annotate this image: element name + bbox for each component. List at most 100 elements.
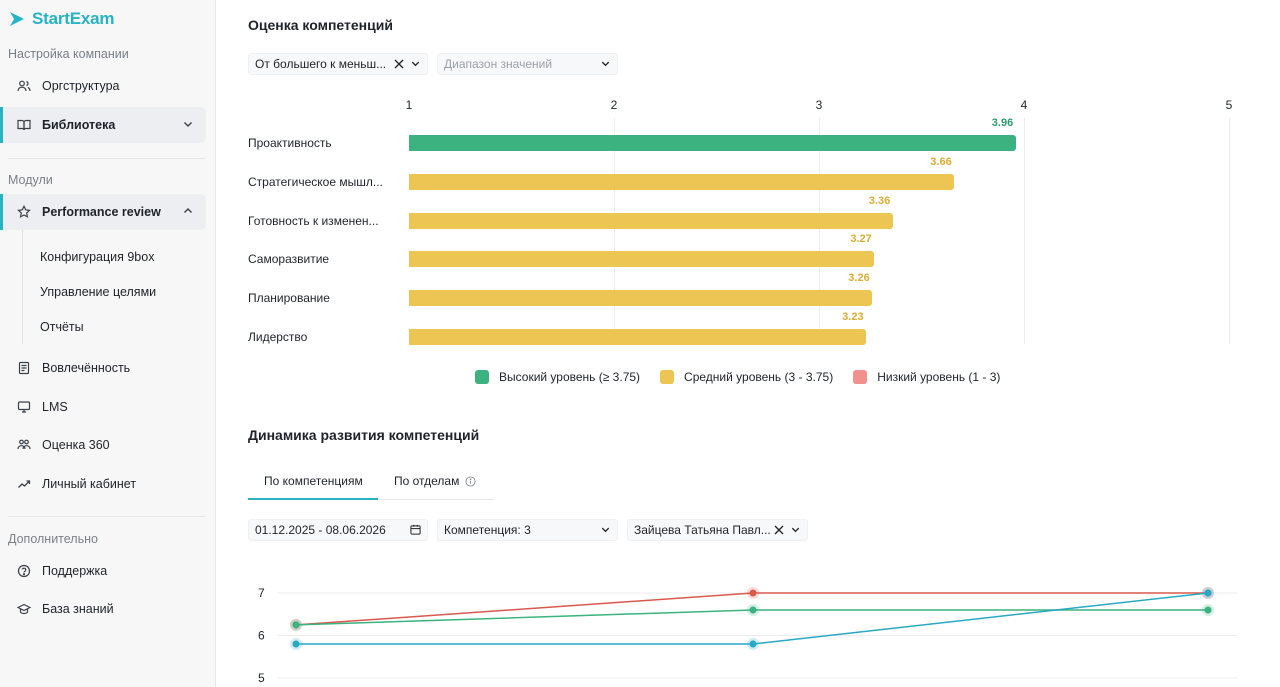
tab-by-competencies[interactable]: По компетенциям	[264, 474, 363, 488]
legend-swatch	[660, 370, 675, 384]
sidebar-item-lms[interactable]: LMS	[0, 389, 206, 425]
tab-label: По отделам	[394, 474, 460, 488]
trend-up-icon	[16, 476, 32, 492]
chevron-down-icon	[791, 527, 800, 533]
legend-item-medium[interactable]: Средний уровень (3 - 3.75)	[660, 370, 833, 384]
legend-item-low[interactable]: Низкий уровень (1 - 3)	[853, 370, 1000, 384]
x-tick-label: 1	[405, 98, 413, 112]
sidebar-item-label: Поддержка	[42, 564, 108, 578]
book-icon	[16, 117, 32, 133]
legend-label: Низкий уровень (1 - 3)	[877, 370, 1001, 384]
sidebar-item-performance-review[interactable]: Performance review	[0, 194, 206, 230]
clipboard-icon	[16, 360, 32, 376]
data-point[interactable]	[292, 640, 300, 648]
sidebar-item-label: Библиотека	[42, 118, 116, 132]
grid-line	[1024, 118, 1025, 344]
competency-title: Оценка компетенций	[248, 17, 393, 33]
sidebar-item-label: База знаний	[42, 602, 114, 616]
data-point[interactable]	[749, 640, 757, 648]
sidebar-item-support[interactable]: Поддержка	[0, 553, 206, 589]
bar[interactable]	[409, 212, 893, 229]
sort-select-value: От большего к меньш...	[255, 57, 387, 71]
legend-label: Средний уровень (3 - 3.75)	[684, 370, 834, 384]
y-tick-label: 5	[258, 671, 265, 685]
bar[interactable]	[409, 251, 875, 268]
sidebar-subitem-9box[interactable]: Конфигурация 9box	[40, 250, 155, 264]
chevron-down-icon	[601, 61, 610, 67]
data-point[interactable]	[1204, 606, 1212, 614]
logo-icon	[10, 12, 24, 26]
section-company-settings: Настройка компании	[8, 47, 129, 61]
range-select[interactable]: Диапазон значений	[437, 53, 618, 75]
sidebar-item-label: Оценка 360	[42, 438, 110, 452]
dynamics-title: Динамика развития компетенций	[248, 427, 480, 443]
category-label: Планирование	[248, 291, 330, 306]
x-tick-label: 2	[610, 98, 618, 112]
sidebar-subitem-reports[interactable]: Отчёты	[40, 320, 84, 334]
people-group-icon	[16, 437, 32, 453]
bar[interactable]	[409, 290, 873, 307]
x-tick-label: 3	[815, 98, 823, 112]
chevron-down-icon	[601, 527, 610, 533]
sidebar-item-label: Личный кабинет	[42, 477, 137, 491]
bar[interactable]	[409, 135, 1016, 151]
sidebar-item-label: LMS	[42, 400, 68, 414]
legend-item-high[interactable]: Высокий уровень (≥ 3.75)	[475, 370, 640, 384]
sidebar-item-orgstructure[interactable]: Оргструктура	[0, 68, 206, 104]
sidebar-item-review360[interactable]: Оценка 360	[0, 427, 206, 463]
sidebar-item-knowledge-base[interactable]: База знаний	[0, 591, 206, 627]
section-extra: Дополнительно	[8, 532, 98, 546]
y-tick-label: 6	[258, 629, 265, 643]
tab-by-departments[interactable]: По отделам	[394, 474, 476, 488]
y-tick-label: 7	[258, 586, 265, 600]
bar-value-label: 3.36	[868, 194, 891, 207]
series-line	[296, 592, 1209, 645]
legend-swatch	[475, 370, 489, 384]
chevron-down-icon	[411, 61, 420, 67]
chevron-down-icon	[184, 122, 192, 127]
date-range-picker[interactable]: 01.12.2025 - 08.06.2026	[248, 519, 428, 541]
x-tick-label: 4	[1020, 98, 1028, 112]
data-point[interactable]	[292, 621, 300, 629]
bar[interactable]	[409, 329, 867, 345]
sidebar-item-cabinet[interactable]: Личный кабинет	[0, 466, 206, 502]
bar-value-label: 3.96	[991, 117, 1014, 129]
competency-select[interactable]: Компетенция: 3	[437, 519, 618, 541]
sidebar-item-label: Вовлечённость	[42, 361, 131, 375]
sidebar: StartExam Настройка компании Оргструктур…	[0, 0, 216, 687]
logo[interactable]: StartExam	[8, 9, 114, 29]
range-select-placeholder: Диапазон значений	[444, 57, 553, 71]
legend-swatch	[853, 370, 868, 384]
star-icon	[16, 204, 32, 220]
active-tab-indicator	[248, 498, 378, 500]
sidebar-divider	[8, 158, 206, 159]
graduation-cap-icon	[16, 601, 32, 617]
sidebar-divider	[8, 516, 206, 517]
sort-select[interactable]: От большего к меньш...	[248, 53, 428, 75]
sidebar-item-engagement[interactable]: Вовлечённость	[0, 350, 206, 386]
person-select[interactable]: Зайцева Татьяна Павл...	[627, 519, 808, 541]
close-icon[interactable]	[774, 525, 784, 535]
category-label: Проактивность	[248, 136, 332, 150]
date-range-value: 01.12.2025 - 08.06.2026	[255, 523, 386, 537]
competency-select-value: Компетенция: 3	[444, 523, 531, 537]
data-point[interactable]	[1204, 589, 1212, 597]
bar[interactable]	[409, 173, 955, 190]
sidebar-subitem-goals[interactable]: Управление целями	[40, 285, 157, 299]
sidebar-item-library[interactable]: Библиотека	[0, 107, 206, 143]
category-label: Стратегическое мышл...	[248, 174, 383, 189]
close-icon[interactable]	[394, 59, 404, 69]
chevron-up-icon	[184, 208, 192, 213]
dynamics-tabs: По компетенциям По отделам	[248, 465, 494, 500]
section-modules: Модули	[8, 173, 53, 187]
dynamics-line-chart: 7 6 5	[258, 586, 1238, 685]
category-label: Лидерство	[248, 330, 308, 344]
chart-legend: Высокий уровень (≥ 3.75) Средний уровень…	[475, 370, 1000, 384]
data-point[interactable]	[749, 606, 757, 614]
bar-value-label: 3.66	[930, 155, 952, 168]
data-point[interactable]	[749, 589, 757, 597]
submenu-guide-line	[22, 230, 23, 344]
category-label: Готовность к изменен...	[248, 213, 379, 228]
bar-value-label: 3.23	[842, 311, 864, 323]
legend-label: Высокий уровень (≥ 3.75)	[499, 370, 641, 384]
